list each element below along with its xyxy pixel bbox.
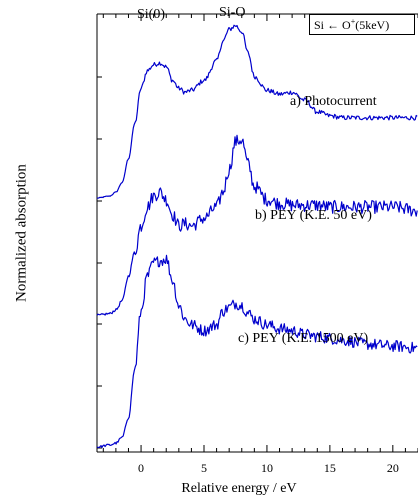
series-label-photocurrent: a) Photocurrent bbox=[290, 94, 377, 109]
legend-prefix: Si ← O bbox=[314, 18, 351, 32]
peak-label-sio: Si-O bbox=[219, 5, 246, 20]
legend-superscript: + bbox=[350, 17, 356, 26]
legend-suffix: (5keV) bbox=[355, 18, 390, 32]
x-tick-label-20: 20 bbox=[386, 461, 399, 475]
x-tick-label-15: 15 bbox=[323, 461, 336, 475]
series-line-0 bbox=[96, 24, 418, 199]
x-ticks bbox=[102, 14, 418, 452]
legend-box: Si ← O+(5keV) bbox=[309, 14, 415, 35]
series-line-2 bbox=[96, 254, 418, 449]
x-tick-label-10: 10 bbox=[260, 461, 273, 475]
y-axis-title-text: Normalized absorption bbox=[13, 164, 30, 302]
y-axis-title: Normalized absorption bbox=[12, 164, 32, 302]
series-lines bbox=[96, 24, 418, 449]
x-tick-label-0: 0 bbox=[138, 461, 145, 475]
y-ticks bbox=[97, 13, 102, 449]
x-axis-title: Relative energy / eV bbox=[181, 481, 297, 496]
series-label-pey-50: b) PEY (K.E. 50 eV) bbox=[255, 208, 372, 223]
series-label-pey-1500: c) PEY (K.E. 1500 eV) bbox=[238, 331, 369, 346]
x-tick-label-5: 5 bbox=[201, 461, 207, 475]
series-line-1 bbox=[96, 134, 418, 316]
peak-label-si0: Si(0) bbox=[137, 7, 165, 22]
